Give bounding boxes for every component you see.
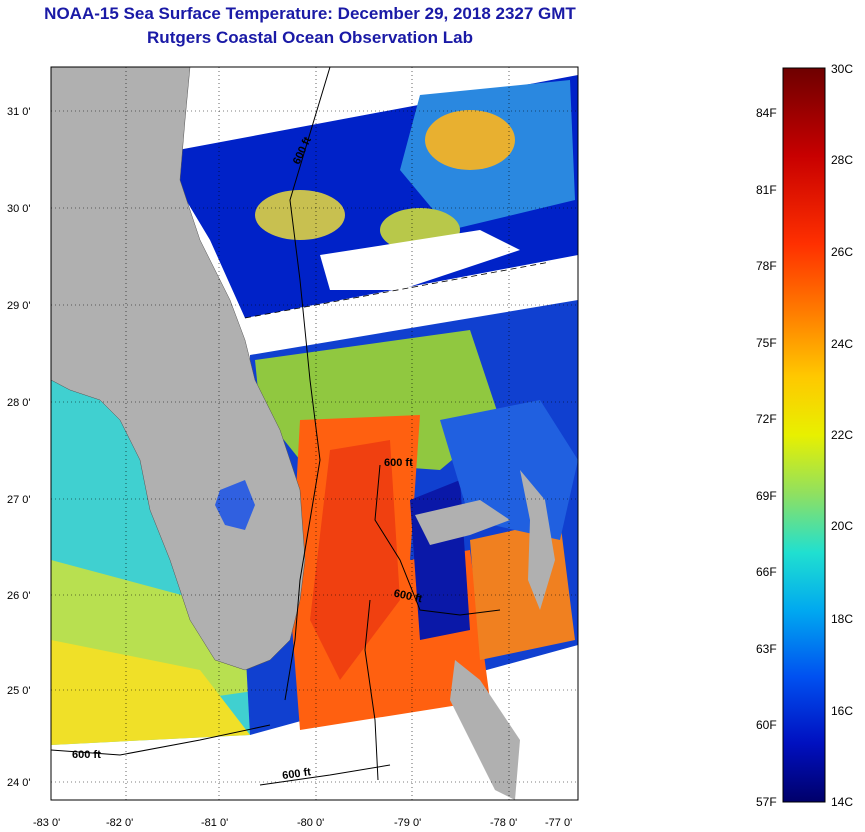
swath-edge bbox=[244, 261, 551, 319]
colorbar-f-label: 63F bbox=[756, 642, 777, 656]
andros-island bbox=[450, 660, 520, 800]
gulf-warmer bbox=[51, 640, 250, 745]
lat-label: 28 0' bbox=[7, 397, 31, 409]
contour-label: 600 ft bbox=[384, 457, 413, 469]
map-subtitle: Rutgers Coastal Ocean Observation Lab bbox=[147, 28, 473, 47]
lon-label: -80 0' bbox=[297, 817, 324, 829]
cold-bank bbox=[410, 480, 470, 640]
colorbar-f-label: 81F bbox=[756, 183, 777, 197]
lon-label: -81 0' bbox=[201, 817, 228, 829]
cloud-gap bbox=[320, 230, 520, 290]
contour-label: 600 ft bbox=[282, 766, 312, 782]
colorbar-c-label: 26C bbox=[831, 245, 854, 259]
gulf-stream-core bbox=[310, 440, 400, 680]
colorbar-f-label: 69F bbox=[756, 489, 777, 503]
colorbar-f-label: 75F bbox=[756, 336, 777, 350]
lon-label: -79 0' bbox=[394, 817, 421, 829]
lat-label: 24 0' bbox=[7, 777, 31, 789]
isobath-600ft bbox=[284, 67, 331, 701]
warm-eddy bbox=[255, 190, 345, 240]
grand-bahama bbox=[415, 500, 510, 545]
colorbar-c-label: 16C bbox=[831, 704, 854, 718]
lake-okeechobee bbox=[215, 480, 255, 530]
lon-label: -83 0' bbox=[33, 817, 60, 829]
colorbar-c-label: 24C bbox=[831, 337, 854, 351]
colorbar-c-label: 30C bbox=[831, 62, 854, 76]
map-title: NOAA-15 Sea Surface Temperature: Decembe… bbox=[44, 4, 576, 23]
map-frame bbox=[50, 66, 579, 801]
lon-label: -82 0' bbox=[106, 817, 133, 829]
contour-label: 600 ft bbox=[393, 588, 424, 606]
colorbar-f-label: 72F bbox=[756, 412, 777, 426]
lat-label: 30 0' bbox=[7, 203, 31, 215]
lat-label: 26 0' bbox=[7, 590, 31, 602]
warm-eddy bbox=[425, 110, 515, 170]
isobath-600ft bbox=[51, 724, 271, 756]
lat-label: 25 0' bbox=[7, 685, 31, 697]
colorbar-c-label: 28C bbox=[831, 153, 854, 167]
lat-label: 29 0' bbox=[7, 300, 31, 312]
colorbar-f-label: 60F bbox=[756, 718, 777, 732]
abaco-island bbox=[520, 470, 555, 610]
colorbar-c-label: 14C bbox=[831, 795, 854, 809]
colorbar-f-label: 66F bbox=[756, 565, 777, 579]
lat-label: 27 0' bbox=[7, 494, 31, 506]
colorbar-c-label: 18C bbox=[831, 612, 854, 626]
contour-label: 600 ft bbox=[72, 749, 101, 761]
lat-label: 31 0' bbox=[7, 106, 31, 118]
colorbar-c-label: 22C bbox=[831, 428, 854, 442]
lon-label: -78 0' bbox=[490, 817, 517, 829]
colorbar-f-label: 57F bbox=[756, 795, 777, 809]
colorbar bbox=[782, 67, 826, 803]
lon-label: -77 0' bbox=[545, 817, 572, 829]
isobath-600ft bbox=[364, 599, 379, 781]
colorbar-f-label: 84F bbox=[756, 106, 777, 120]
warm-water-east bbox=[470, 520, 575, 660]
colorbar-c-label: 20C bbox=[831, 519, 854, 533]
colorbar-f-label: 78F bbox=[756, 259, 777, 273]
isobath-600ft bbox=[259, 764, 391, 786]
isobath-600ft bbox=[374, 464, 501, 616]
